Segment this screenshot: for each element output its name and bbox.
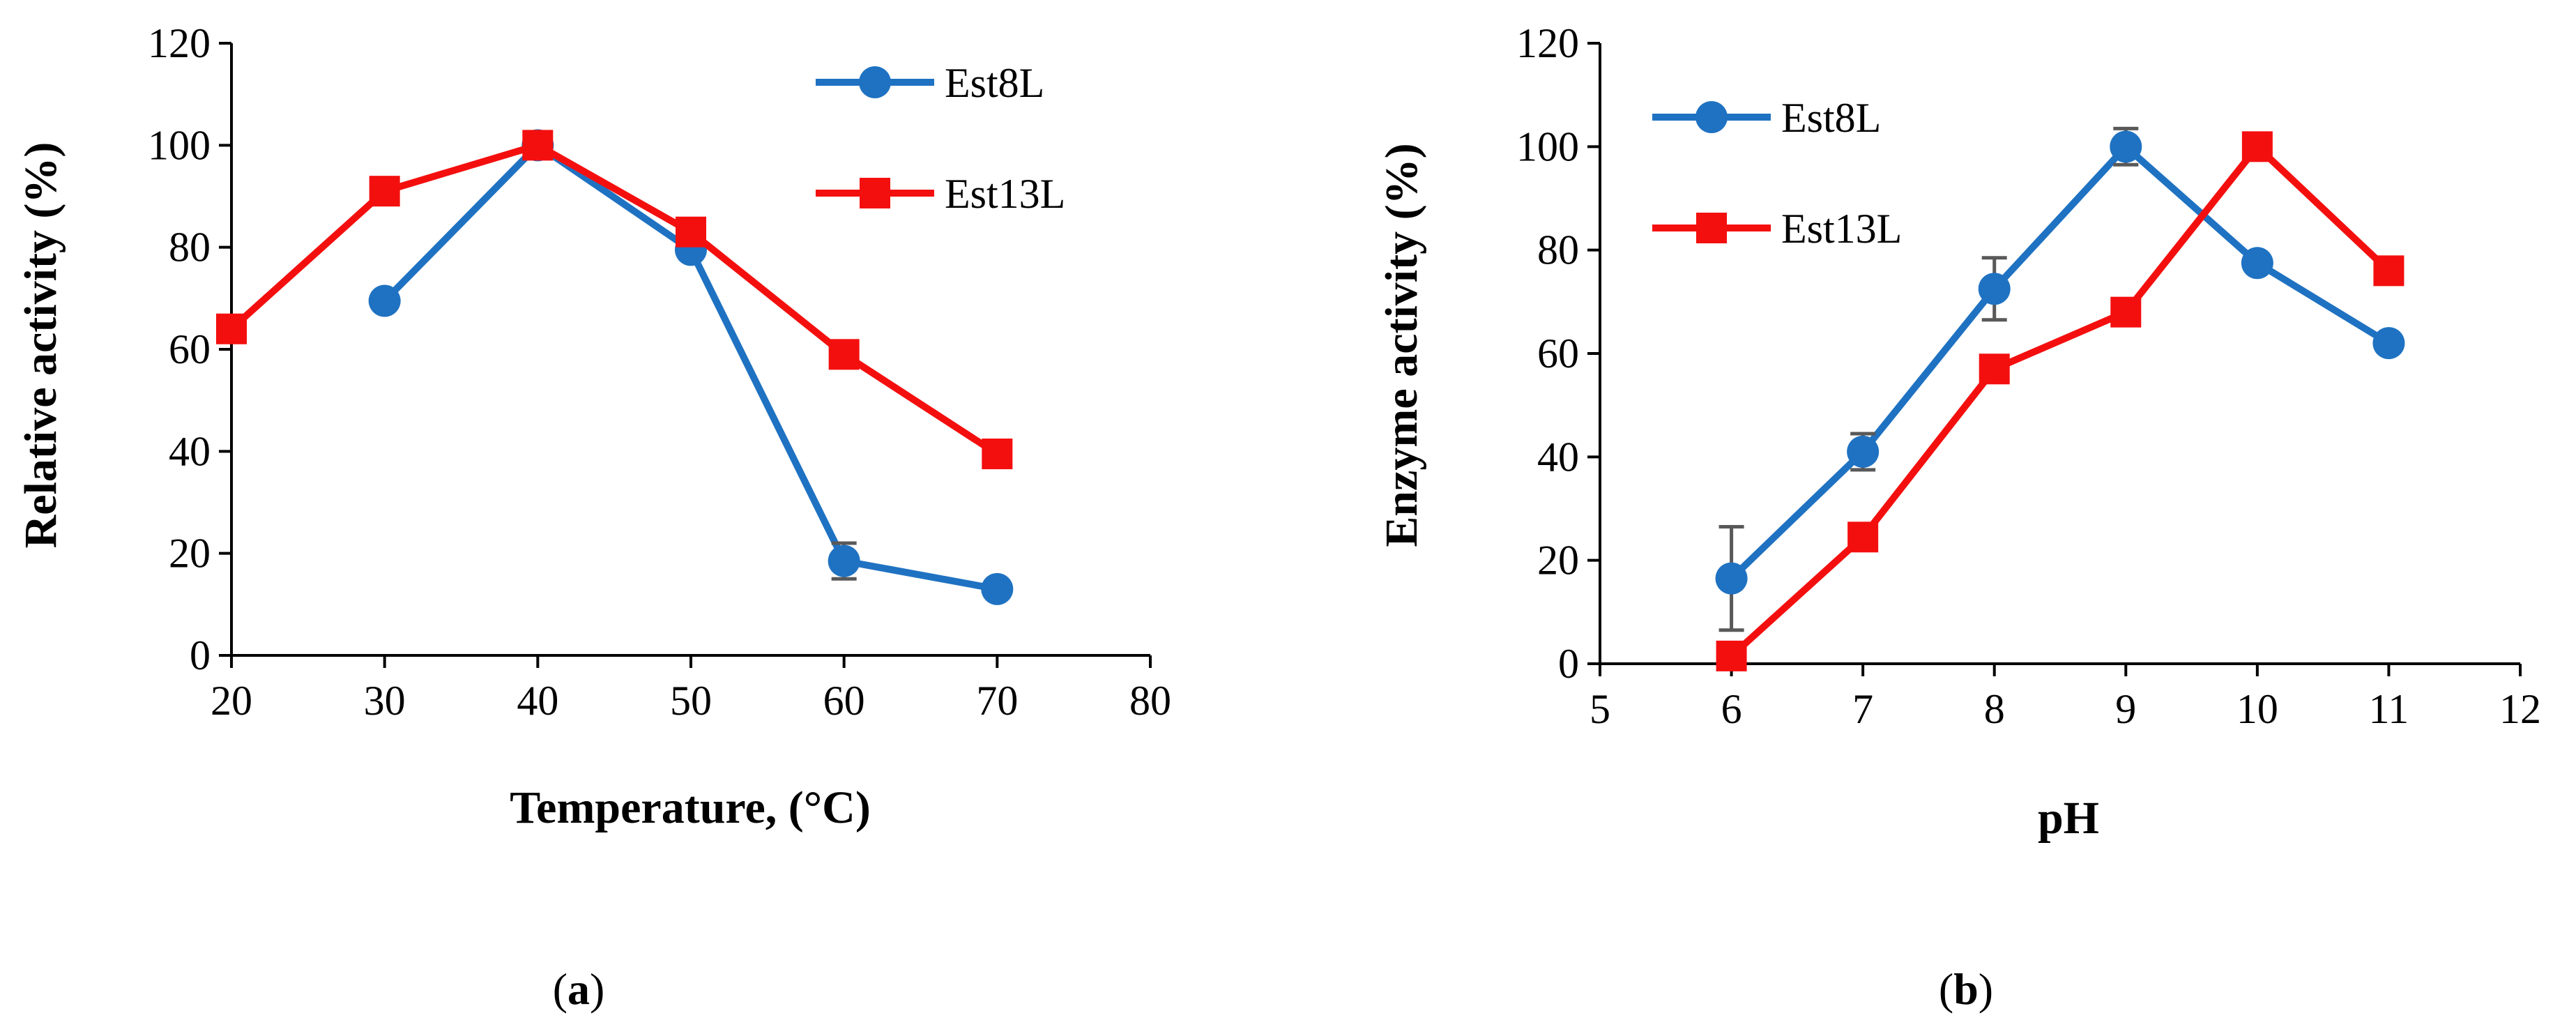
panel-b-est8l-point <box>2110 130 2142 163</box>
panel-b-y-tick-label: 80 <box>1537 227 1579 273</box>
panel-b-est8l-point <box>1847 435 1880 468</box>
panel-a-caption: (a) <box>553 964 605 1014</box>
panel-a-x-tick-label: 20 <box>211 678 252 724</box>
panel-a-est13l-point <box>369 176 400 207</box>
panel-a-est13l-point <box>216 313 247 344</box>
panel-b-y-tick-label: 0 <box>1558 641 1579 687</box>
panel-b-y-tick-label: 60 <box>1537 330 1579 376</box>
panel-a-x-axis-label: Temperature, (°C) <box>510 782 871 833</box>
panel-b-x-tick-label: 12 <box>2499 686 2541 732</box>
panel-a-x-tick-label: 70 <box>976 678 1018 724</box>
panel-b-marks <box>1715 126 2405 671</box>
panel-b-x-tick-label: 8 <box>1984 686 2005 732</box>
panel-a-est13l-point <box>982 438 1013 469</box>
panel-b-letter: b <box>1953 964 1979 1014</box>
panel-b-x-tick-label: 6 <box>1721 686 1742 732</box>
panel-a-est8l-legend-label: Est8L <box>945 60 1044 106</box>
panel-b-est13l-point <box>2110 296 2142 328</box>
panel-b-axes: 0 20 40 60 80 100 120 5 6 7 8 9 10 11 12 <box>1516 20 2541 732</box>
chart-panel-b: 0 20 40 60 80 100 120 5 6 7 8 9 10 11 12 Est8L Est13L E… <box>1376 20 2541 1014</box>
panel-b-est8l-point <box>2241 247 2273 280</box>
panel-a-y-tick-label: 100 <box>148 122 211 168</box>
panel-a-x-tick-label: 60 <box>823 678 865 724</box>
panel-b-y-tick-label: 20 <box>1537 538 1579 584</box>
panel-b-est8l-point <box>2372 327 2405 360</box>
panel-a-legend: Est8L Est13L <box>816 60 1065 217</box>
panel-a-est13l-legend-marker <box>860 178 890 208</box>
panel-a-x-tick-label: 80 <box>1129 678 1171 724</box>
panel-a-y-axis-label: Relative activity (%) <box>15 142 66 549</box>
panel-b-y-tick-label: 100 <box>1516 123 1579 169</box>
panel-b-est13l-series-line <box>1729 143 2391 659</box>
panel-a-y-tick-label: 80 <box>169 225 211 271</box>
panel-a-est8l-point <box>368 284 401 317</box>
panel-a-marks <box>216 129 1014 605</box>
panel-a-x-tick-label: 30 <box>364 678 406 724</box>
panel-b-x-tick-label: 5 <box>1590 686 1610 732</box>
panel-b-est8l-series-line <box>1729 143 2391 581</box>
panel-b-est8l-point <box>1978 273 2011 305</box>
panel-b-est13l-legend-marker <box>1696 213 1727 243</box>
panel-b-est13l-point <box>1979 353 2010 385</box>
panel-a-est13l-series-line <box>229 142 1000 457</box>
panel-b-x-axis-label: pH <box>2038 793 2099 844</box>
panel-b-est13l-point <box>2373 255 2404 287</box>
panel-a-y-tick-label: 0 <box>190 632 211 678</box>
panel-b-y-tick-label: 40 <box>1537 434 1579 480</box>
panel-a-est13l-legend-label: Est13L <box>945 171 1065 217</box>
panel-b-est13l-point <box>1847 522 1879 553</box>
panel-b-x-tick-label: 9 <box>2115 686 2136 732</box>
panel-b-est13l-point <box>1716 640 1747 671</box>
panel-b-est8l-legend-marker <box>1695 101 1728 133</box>
panel-a-y-tick-label: 40 <box>169 428 211 474</box>
panel-a-est13l-point <box>828 339 860 370</box>
panel-a-est8l-series-line <box>382 142 998 593</box>
panel-a-y-tick-label: 20 <box>169 531 211 577</box>
panel-a-est8l-point <box>981 572 1014 605</box>
panel-a-x-tick-label: 50 <box>670 678 712 724</box>
panel-a-est13l-point <box>676 216 706 248</box>
panel-b-y-axis-label: Enzyme activity (%) <box>1376 143 1427 547</box>
panel-a-est8l-point <box>828 545 860 577</box>
panel-b-y-tick-label: 120 <box>1516 20 1579 66</box>
panel-b-est13l-point <box>2241 131 2273 162</box>
panel-a-letter: a <box>567 964 590 1014</box>
panel-b-x-tick-label: 11 <box>2369 686 2409 732</box>
panel-b-x-tick-label: 10 <box>2236 686 2278 732</box>
panel-a-est8l-legend-marker <box>859 66 891 98</box>
panel-b-legend: Est8L Est13L <box>1652 95 1902 252</box>
panel-a-y-tick-label: 60 <box>169 326 211 372</box>
panel-a-est13l-point <box>522 130 554 161</box>
panel-a-y-tick-label: 120 <box>148 20 211 66</box>
panel-a-x-tick-label: 40 <box>517 678 558 724</box>
panel-b-est8l-legend-label: Est8L <box>1781 95 1881 141</box>
panel-b-caption: (b) <box>1939 964 1993 1014</box>
panel-b-est13l-legend-label: Est13L <box>1781 206 1902 252</box>
panel-b-est8l-point <box>1715 562 1748 595</box>
panel-b-x-tick-label: 7 <box>1852 686 1873 732</box>
